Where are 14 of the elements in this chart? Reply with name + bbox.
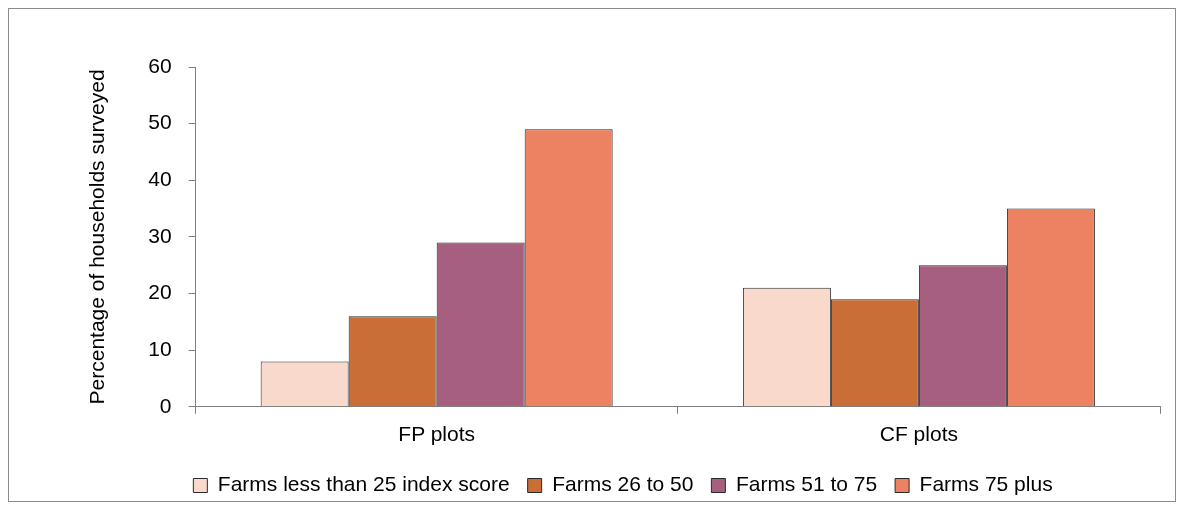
y-tick-label: 10 — [148, 336, 172, 360]
y-tick-label: 60 — [148, 53, 172, 77]
y-tick-label: 30 — [148, 223, 172, 247]
x-tick-label: FP plots — [398, 422, 475, 446]
legend-label: Farms 26 to 50 — [552, 472, 694, 496]
y-tick-label: 50 — [148, 110, 172, 134]
y-axis-title: Percentage of households surveyed — [85, 69, 109, 405]
x-tick-label: CF plots — [879, 422, 958, 446]
y-tick-label: 20 — [148, 280, 172, 304]
y-tick-label: 0 — [159, 393, 172, 417]
legend-label: Farms 51 to 75 — [735, 472, 878, 496]
legend-label: Farms 75 plus — [919, 472, 1053, 496]
legend-label: Farms less than 25 index score — [217, 472, 510, 496]
y-tick-label: 40 — [148, 167, 172, 191]
